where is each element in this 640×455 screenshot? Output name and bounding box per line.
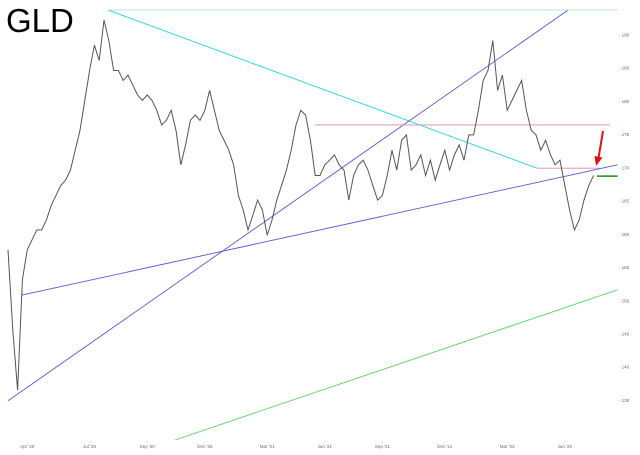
plot-area xyxy=(7,9,618,440)
red-arrow xyxy=(594,130,604,166)
y-tick-label: 150 xyxy=(622,298,630,303)
x-tick-label: Apr '20 xyxy=(20,444,35,449)
arrow-shaft xyxy=(597,130,604,159)
x-tick-label: Dec '20 xyxy=(197,444,213,449)
y-tick-label: 140 xyxy=(622,365,630,370)
x-tick-label: Jun '21 xyxy=(318,444,333,449)
x-tick-label: Mar '22 xyxy=(500,444,515,449)
y-tick-label: 145 xyxy=(622,332,630,337)
y-tick-label: 185 xyxy=(622,66,630,71)
chart-title: GLD xyxy=(6,2,74,39)
arrow-head xyxy=(594,156,603,166)
y-tick-label: 190 xyxy=(622,32,630,37)
x-tick-label: Jul '20 xyxy=(83,444,96,449)
x-tick-label: Sep '21 xyxy=(375,444,391,449)
trend-line xyxy=(7,9,569,402)
price-line xyxy=(7,19,595,391)
y-tick-label: 175 xyxy=(622,132,630,137)
y-tick-label: 155 xyxy=(622,265,630,270)
x-tick-label: Sep '20 xyxy=(140,444,156,449)
x-tick-label: Jun '22 xyxy=(558,444,573,449)
x-tick-label: Mar '21 xyxy=(260,444,275,449)
y-tick-label: 160 xyxy=(622,232,630,237)
trend-line xyxy=(107,9,538,169)
trend-line xyxy=(21,164,618,296)
trend-line xyxy=(174,289,618,440)
y-tick-label: 170 xyxy=(622,165,630,170)
y-tick-label: 165 xyxy=(622,199,630,204)
y-tick-label: 180 xyxy=(622,99,630,104)
y-tick-label: 135 xyxy=(622,398,630,403)
x-tick-label: Dec '21 xyxy=(437,444,453,449)
